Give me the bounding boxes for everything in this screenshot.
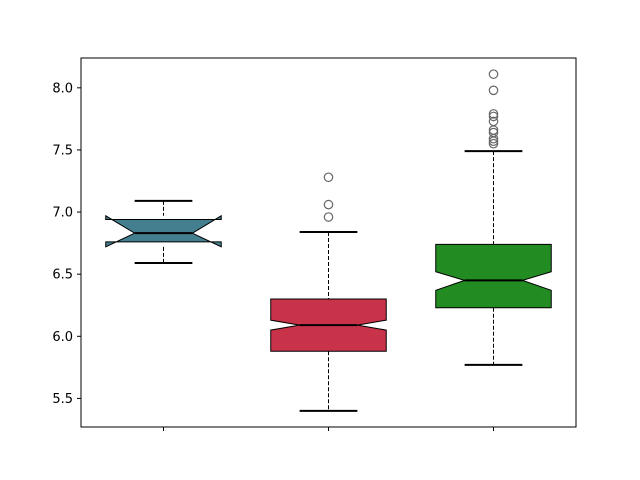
box-group-1: [105, 199, 222, 264]
y-tick-label: 8.0: [52, 81, 73, 96]
outlier-point: [488, 138, 499, 149]
outlier-point: [488, 133, 499, 144]
outlier-point: [488, 111, 499, 122]
outlier-point: [323, 212, 334, 222]
box-group-2: [270, 172, 387, 412]
outlier-point: [323, 199, 334, 210]
outlier-point: [323, 172, 334, 183]
outlier-point: [488, 109, 499, 119]
outlier-point: [488, 69, 499, 79]
y-tick-label: 7.0: [52, 206, 73, 221]
box: [105, 214, 222, 248]
y-tick-label: 6.5: [52, 268, 73, 283]
outlier-point: [488, 136, 499, 147]
y-tick-label: 5.5: [52, 392, 73, 407]
outlier-point: [488, 85, 499, 96]
plot-frame: [80, 57, 577, 428]
y-tick-label: 7.5: [52, 143, 73, 158]
box-group-3: [435, 69, 552, 366]
y-tick-label: 6.0: [52, 330, 73, 345]
box: [435, 243, 552, 309]
